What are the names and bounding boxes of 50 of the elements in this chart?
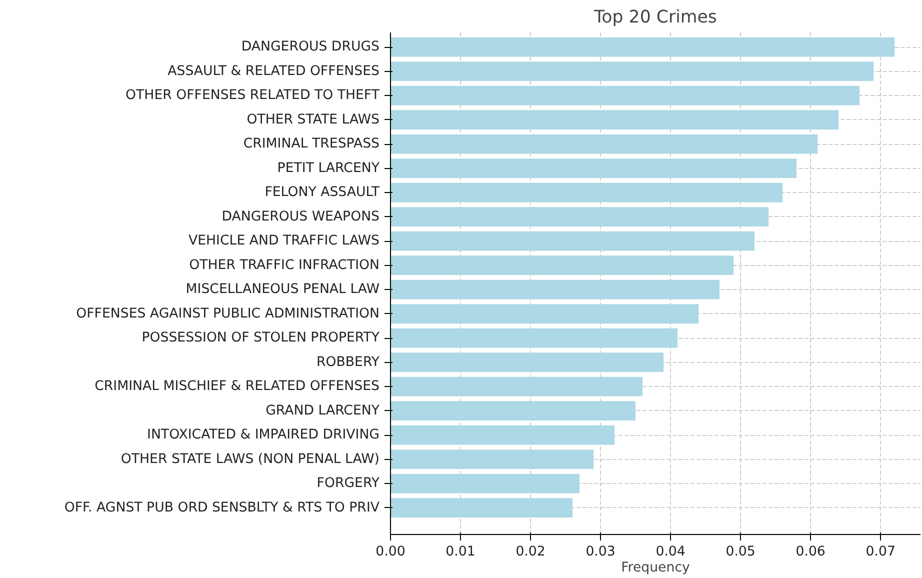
bar: [390, 207, 769, 227]
x-tick-label: 0.01: [446, 544, 476, 560]
bar: [390, 256, 734, 276]
chart-title: Top 20 Crimes: [593, 8, 717, 28]
y-tick-label: OTHER OFFENSES RELATED TO THEFT: [126, 88, 380, 104]
x-tick-label: 0.07: [866, 544, 896, 560]
bar: [390, 498, 573, 518]
bar: [390, 110, 839, 130]
y-tick-label: ROBBERY: [316, 354, 380, 370]
bar: [390, 474, 580, 494]
bar: [390, 134, 818, 154]
y-tick-label: ASSAULT & RELATED OFFENSES: [168, 64, 380, 79]
bar: [390, 182, 783, 202]
bar: [390, 425, 615, 445]
y-tick-label: OTHER STATE LAWS: [246, 112, 380, 128]
y-tick-label: OFFENSES AGAINST PUBLIC ADMINISTRATION: [76, 306, 380, 322]
y-tick-label: PETIT LARCENY: [277, 160, 380, 176]
x-tick-label: 0.04: [656, 544, 686, 560]
x-tick-label: 0.06: [796, 544, 826, 560]
y-tick-label: OFF. AGNST PUB ORD SENSBLTY & RTS TO PRIV: [64, 500, 380, 516]
x-tick-label: 0.02: [516, 544, 546, 560]
bar: [390, 231, 755, 251]
x-tick-label: 0.05: [726, 544, 756, 560]
bar: [390, 158, 797, 178]
bar: [390, 328, 678, 348]
x-tick-label: 0.03: [586, 544, 616, 560]
y-tick-label: CRIMINAL TRESPASS: [243, 136, 380, 152]
y-tick-label: VEHICLE AND TRAFFIC LAWS: [188, 234, 380, 249]
y-tick-label: DANGEROUS WEAPONS: [222, 209, 380, 224]
bar: [390, 352, 664, 372]
y-tick-label: GRAND LARCENY: [266, 403, 380, 418]
bar: [390, 62, 874, 81]
x-tick-label: 0.00: [376, 544, 406, 560]
y-tick-label: MISCELLANEOUS PENAL LAW: [186, 282, 380, 298]
bar: [390, 37, 895, 57]
y-tick-label: OTHER TRAFFIC INFRACTION: [189, 258, 380, 273]
y-tick-label: POSSESSION OF STOLEN PROPERTY: [142, 330, 380, 346]
bar: [390, 450, 594, 470]
x-axis-title: Frequency: [621, 560, 690, 576]
y-tick-label: FELONY ASSAULT: [264, 185, 380, 200]
y-tick-label: INTOXICATED & IMPAIRED DRIVING: [147, 428, 380, 443]
bar: [390, 86, 860, 106]
y-tick-label: CRIMINAL MISCHIEF & RELATED OFFENSES: [94, 379, 380, 394]
bar: [390, 304, 699, 324]
bar: [390, 376, 643, 396]
bar: [390, 280, 720, 300]
y-tick-label: FORGERY: [316, 476, 380, 492]
bar: [390, 401, 636, 421]
y-tick-label: OTHER STATE LAWS (NON PENAL LAW): [120, 452, 380, 467]
y-tick-label: DANGEROUS DRUGS: [241, 40, 380, 55]
